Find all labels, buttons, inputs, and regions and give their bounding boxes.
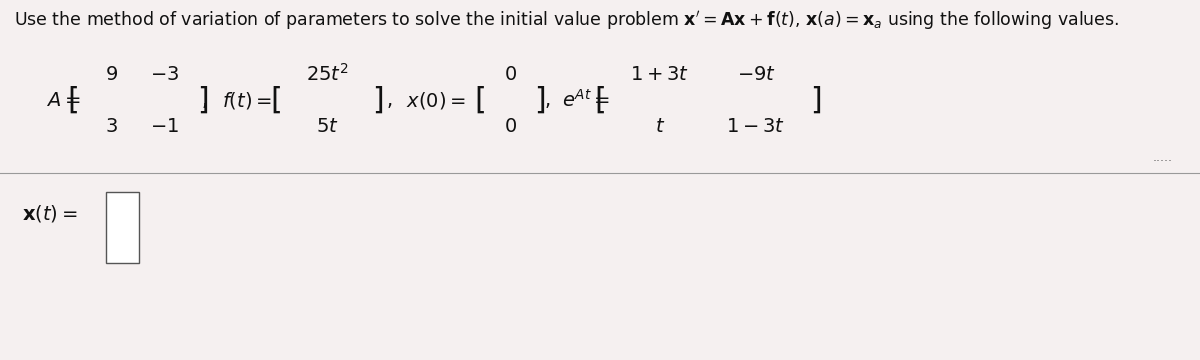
Text: [: [ (271, 86, 283, 115)
Text: ,: , (545, 91, 551, 110)
Text: $t$: $t$ (655, 117, 665, 136)
Text: $9$: $9$ (106, 65, 118, 84)
Text: $A=$: $A=$ (46, 91, 80, 110)
Text: Use the method of variation of parameters to solve the initial value problem $\m: Use the method of variation of parameter… (14, 9, 1120, 32)
Text: ,: , (202, 91, 208, 110)
Text: ]: ] (197, 86, 209, 115)
Text: $-3$: $-3$ (150, 65, 179, 84)
Text: .....: ..... (1152, 151, 1172, 164)
Text: ,: , (386, 91, 392, 110)
Text: [: [ (474, 86, 486, 115)
Text: ]: ] (373, 86, 384, 115)
Text: $x(0)=$: $x(0)=$ (406, 90, 466, 111)
Text: $0$: $0$ (504, 117, 516, 136)
Text: ]: ] (534, 86, 546, 115)
Text: $f(t)=$: $f(t)=$ (222, 90, 272, 111)
Text: $e^{At}=$: $e^{At}=$ (562, 89, 610, 111)
Text: $-1$: $-1$ (150, 117, 179, 136)
Text: $5t$: $5t$ (317, 117, 338, 136)
Text: $\mathbf{x}(t) =$: $\mathbf{x}(t) =$ (22, 203, 77, 225)
Text: $3$: $3$ (106, 117, 118, 136)
Text: ]: ] (810, 86, 822, 115)
Text: [: [ (67, 86, 79, 115)
Text: $1-3t$: $1-3t$ (726, 117, 786, 136)
Text: $25t^2$: $25t^2$ (306, 63, 349, 85)
Text: $1+3t$: $1+3t$ (630, 65, 690, 84)
Text: $-9t$: $-9t$ (737, 65, 775, 84)
Text: [: [ (594, 86, 606, 115)
Text: $0$: $0$ (504, 65, 516, 84)
Bar (106, 192, 139, 263)
